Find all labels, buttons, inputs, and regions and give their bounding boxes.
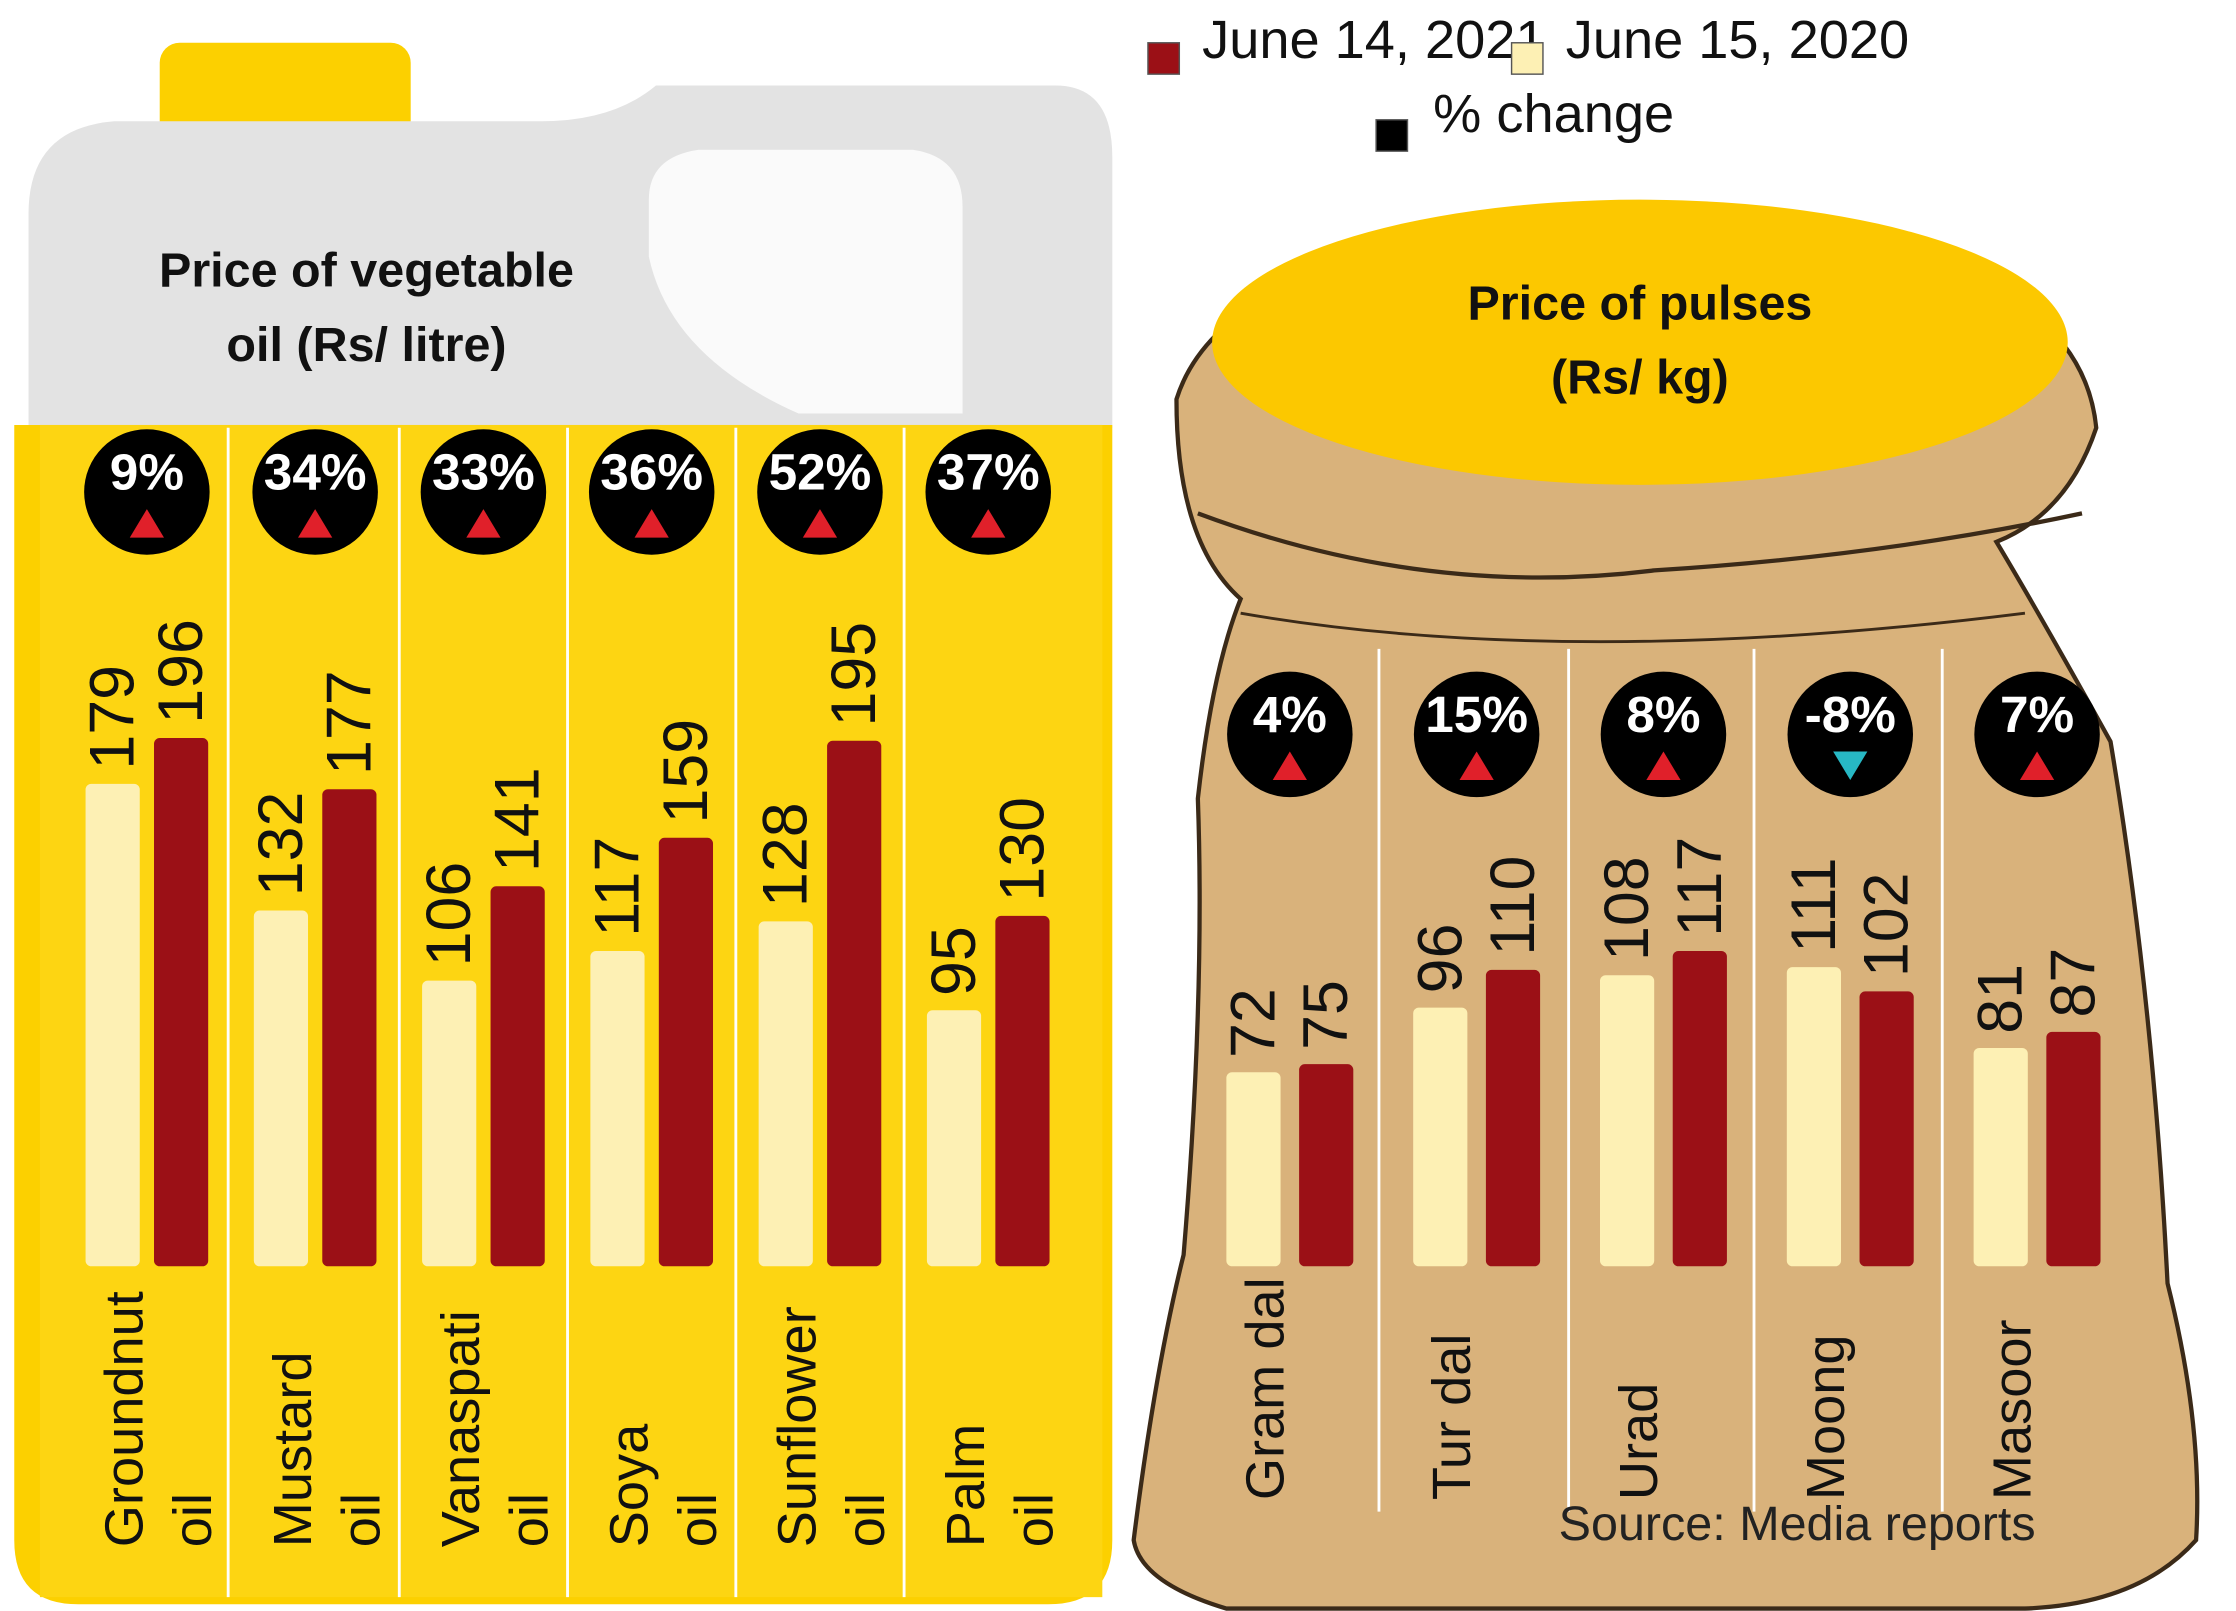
- value-label: 128: [751, 802, 821, 907]
- bar: [1226, 1072, 1280, 1266]
- bar: [927, 1010, 981, 1266]
- value-label: 132: [246, 792, 316, 897]
- category-label: Mustard oil: [260, 1351, 397, 1547]
- bar: [1299, 1064, 1353, 1266]
- legend-swatch: [1148, 43, 1179, 74]
- bar: [1486, 970, 1540, 1266]
- bar: [422, 981, 476, 1267]
- value-label: 87: [2038, 948, 2108, 1018]
- category-label: Groundnut oil: [91, 1291, 228, 1547]
- bar: [590, 951, 644, 1266]
- category-label: Tur dal: [1419, 1334, 1487, 1501]
- bar: [759, 921, 813, 1266]
- chart-title: Price of vegetable oil (Rs/ litre): [131, 234, 602, 382]
- change-label: 36%: [600, 444, 703, 501]
- value-label: 117: [582, 837, 652, 937]
- change-label: 7%: [2000, 686, 2074, 743]
- value-label: 141: [483, 767, 553, 872]
- value-label: 96: [1405, 924, 1475, 994]
- change-label: 9%: [110, 444, 184, 501]
- value-label: 81: [1966, 964, 2036, 1034]
- source: Source: Media reports: [1559, 1497, 2036, 1553]
- value-label: 110: [1478, 856, 1548, 956]
- value-label: 102: [1852, 872, 1922, 977]
- value-label: 95: [919, 926, 989, 996]
- value-label: 75: [1291, 980, 1361, 1050]
- value-label: 117: [1665, 837, 1735, 937]
- bar: [827, 741, 881, 1267]
- change-label: 8%: [1626, 686, 1700, 743]
- bar: [1974, 1048, 2028, 1266]
- category-label: Urad: [1606, 1383, 1674, 1500]
- category-label: Sunflower oil: [764, 1306, 901, 1547]
- legend-swatch: [1376, 120, 1407, 151]
- change-label: 34%: [264, 444, 367, 501]
- change-label: -8%: [1805, 686, 1896, 743]
- bar: [2046, 1032, 2100, 1266]
- bar: [86, 784, 140, 1266]
- category-label: Soya oil: [596, 1424, 733, 1548]
- change-label: 4%: [1253, 686, 1327, 743]
- value-label: 179: [78, 665, 148, 770]
- category-label: Moong: [1793, 1334, 1861, 1500]
- bar: [995, 916, 1049, 1266]
- category-label: Vanaspati oil: [428, 1310, 565, 1547]
- legend-label: June 15, 2020: [1566, 10, 1909, 70]
- value-label: 106: [414, 862, 484, 967]
- category-label: Masoor: [1979, 1319, 2047, 1500]
- value-label: 72: [1218, 988, 1288, 1058]
- legend-label: % change: [1433, 84, 1674, 144]
- change-label: 33%: [432, 444, 535, 501]
- legend-swatch: [1512, 43, 1543, 74]
- bar: [254, 911, 308, 1267]
- bar: [154, 738, 208, 1266]
- bar: [1673, 951, 1727, 1266]
- bar: [322, 789, 376, 1266]
- value-label: 108: [1592, 856, 1662, 961]
- value-label: 195: [819, 622, 889, 727]
- infographic: June 14, 2021 June 15, 2020 % change 179196…: [0, 0, 2236, 1611]
- change-label: 37%: [937, 444, 1040, 501]
- change-label: 52%: [769, 444, 872, 501]
- legend-label: June 14, 2021: [1202, 10, 1545, 70]
- bar: [1600, 975, 1654, 1266]
- value-label: 111: [1779, 858, 1849, 953]
- value-label: 159: [651, 719, 721, 824]
- value-label: 130: [987, 797, 1057, 902]
- value-label: 177: [314, 670, 384, 775]
- change-label: 15%: [1425, 686, 1528, 743]
- chart-title: Price of pulses (Rs/ kg): [1426, 267, 1854, 415]
- value-label: 196: [146, 619, 216, 724]
- bar: [659, 838, 713, 1267]
- bar: [491, 886, 545, 1266]
- page: June 14, 2021 June 15, 2020 % change 179196…: [0, 0, 2236, 1611]
- bar: [1860, 991, 1914, 1266]
- bar: [1413, 1008, 1467, 1267]
- bar: [1787, 967, 1841, 1266]
- category-label: Palm oil: [933, 1424, 1070, 1547]
- category-label: Gram dal: [1232, 1277, 1300, 1500]
